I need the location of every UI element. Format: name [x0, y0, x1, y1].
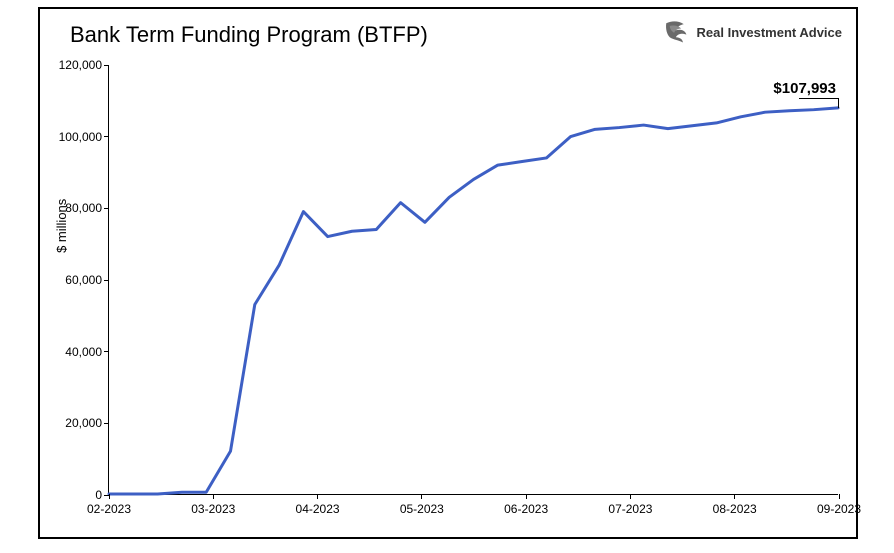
- ytick-mark: [104, 65, 109, 66]
- xtick-label: 07-2023: [608, 494, 652, 516]
- branding-text: Real Investment Advice: [697, 25, 842, 40]
- ytick-label: 40,000: [0, 345, 102, 359]
- ytick-label: 100,000: [0, 130, 102, 144]
- ytick-label: 0: [0, 488, 102, 502]
- ytick-mark: [104, 136, 109, 137]
- ytick-label: 20,000: [0, 416, 102, 430]
- line-series: [109, 65, 838, 494]
- ytick-mark: [104, 351, 109, 352]
- xtick-label: 08-2023: [713, 494, 757, 516]
- plot-area: 02-202303-202304-202305-202306-202307-20…: [108, 65, 838, 495]
- xtick-label: 03-2023: [191, 494, 235, 516]
- branding: Real Investment Advice: [661, 18, 842, 46]
- chart-title: Bank Term Funding Program (BTFP): [70, 22, 428, 48]
- ytick-label: 120,000: [0, 58, 102, 72]
- ytick-label: 60,000: [0, 273, 102, 287]
- ytick-mark: [104, 280, 109, 281]
- xtick-label: 05-2023: [400, 494, 444, 516]
- xtick-label: 06-2023: [504, 494, 548, 516]
- eagle-icon: [661, 18, 689, 46]
- ytick-mark: [104, 208, 109, 209]
- leader-line-h: [799, 98, 839, 99]
- leader-line-v: [838, 98, 839, 108]
- end-value-label: $107,993: [773, 80, 836, 97]
- ytick-mark: [104, 423, 109, 424]
- xtick-label: 09-2023: [817, 494, 861, 516]
- ytick-label: 80,000: [0, 201, 102, 215]
- xtick-label: 04-2023: [296, 494, 340, 516]
